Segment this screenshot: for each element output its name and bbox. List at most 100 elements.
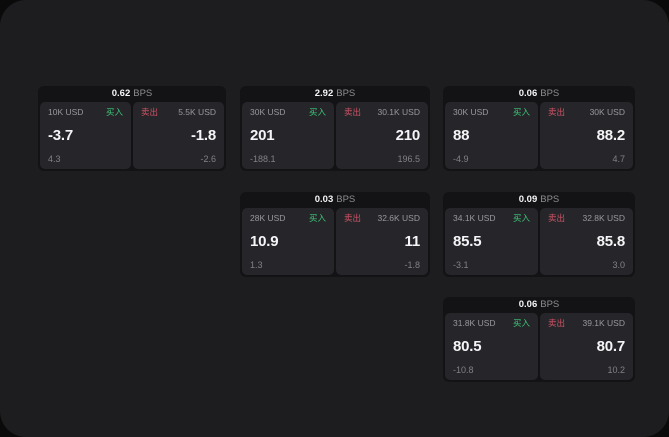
- bps-unit: BPS: [133, 88, 153, 100]
- sell-pane-top: 卖出 32.8K USD: [548, 214, 625, 223]
- quote-card: 0.03 BPS 28K USD 买入 10.9 1.3 卖出 32.6K US…: [240, 192, 430, 277]
- buy-pane[interactable]: 10K USD 买入 -3.7 4.3: [40, 102, 131, 169]
- sell-label: 卖出: [548, 318, 566, 328]
- buy-label: 买入: [512, 318, 530, 328]
- sell-amount: 5.5K USD: [178, 107, 216, 117]
- sell-delta: 196.5: [397, 154, 420, 164]
- sell-amount: 30.1K USD: [377, 107, 420, 117]
- sell-label: 卖出: [548, 213, 566, 223]
- buy-label: 买入: [512, 213, 530, 223]
- quote-body: 30K USD 买入 201 -188.1 卖出 30.1K USD 210 1…: [240, 102, 430, 171]
- buy-label: 买入: [512, 107, 530, 117]
- quote-body: 30K USD 买入 88 -4.9 卖出 30K USD 88.2 4.7: [443, 102, 635, 171]
- sell-pane[interactable]: 卖出 32.6K USD 11 -1.8: [336, 208, 428, 275]
- bps-value: 0.09: [518, 194, 538, 206]
- buy-pane-top: 30K USD 买入: [453, 108, 530, 117]
- buy-amount: 30K USD: [250, 107, 286, 117]
- buy-delta: -3.1: [453, 260, 469, 270]
- buy-amount: 30K USD: [453, 107, 489, 117]
- sell-amount: 32.6K USD: [377, 213, 420, 223]
- bps-header: 0.03 BPS: [240, 192, 430, 208]
- sell-pane[interactable]: 卖出 5.5K USD -1.8 -2.6: [133, 102, 224, 169]
- bps-unit: BPS: [540, 88, 560, 100]
- sell-price: 210: [395, 127, 421, 145]
- buy-pane-top: 10K USD 买入: [48, 108, 123, 117]
- sell-amount: 30K USD: [589, 107, 625, 117]
- sell-amount: 32.8K USD: [582, 213, 625, 223]
- bps-header: 0.09 BPS: [443, 192, 635, 208]
- buy-price: 85.5: [453, 233, 482, 251]
- quote-body: 31.8K USD 买入 80.5 -10.8 卖出 39.1K USD 80.…: [443, 313, 635, 382]
- sell-delta: -1.8: [404, 260, 420, 270]
- bps-unit: BPS: [336, 88, 356, 100]
- quote-body: 34.1K USD 买入 85.5 -3.1 卖出 32.8K USD 85.8…: [443, 208, 635, 277]
- sell-pane[interactable]: 卖出 30K USD 88.2 4.7: [540, 102, 633, 169]
- buy-amount: 10K USD: [48, 107, 84, 117]
- sell-price: 88.2: [596, 127, 626, 145]
- sell-delta: 4.7: [612, 154, 625, 164]
- quote-card: 0.62 BPS 10K USD 买入 -3.7 4.3 卖出 5.5K USD: [38, 86, 226, 171]
- sell-label: 卖出: [141, 107, 159, 117]
- bps-value: 0.62: [111, 88, 131, 100]
- bps-value: 0.06: [518, 88, 538, 100]
- sell-pane-top: 卖出 30.1K USD: [344, 108, 420, 117]
- sell-amount: 39.1K USD: [582, 318, 625, 328]
- buy-pane-top: 34.1K USD 买入: [453, 214, 530, 223]
- bps-header: 0.62 BPS: [38, 86, 226, 102]
- buy-amount: 28K USD: [250, 213, 286, 223]
- buy-pane-top: 30K USD 买入: [250, 108, 326, 117]
- sell-label: 卖出: [344, 107, 362, 117]
- buy-label: 买入: [105, 107, 123, 117]
- quote-body: 10K USD 买入 -3.7 4.3 卖出 5.5K USD -1.8 -2.…: [38, 102, 226, 171]
- sell-price: 85.8: [596, 233, 626, 251]
- buy-price: 10.9: [250, 233, 279, 251]
- sell-pane[interactable]: 卖出 32.8K USD 85.8 3.0: [540, 208, 633, 275]
- buy-delta: 1.3: [250, 260, 263, 270]
- bps-header: 0.06 BPS: [443, 86, 635, 102]
- bps-value: 0.06: [518, 299, 538, 311]
- sell-pane[interactable]: 卖出 30.1K USD 210 196.5: [336, 102, 428, 169]
- buy-delta: -4.9: [453, 154, 469, 164]
- buy-price: 201: [250, 127, 275, 145]
- bps-unit: BPS: [540, 194, 560, 206]
- sell-pane[interactable]: 卖出 39.1K USD 80.7 10.2: [540, 313, 633, 380]
- buy-price: -3.7: [48, 127, 74, 145]
- bps-header: 2.92 BPS: [240, 86, 430, 102]
- bps-header: 0.06 BPS: [443, 297, 635, 313]
- quote-card: 0.09 BPS 34.1K USD 买入 85.5 -3.1 卖出 32.8K…: [443, 192, 635, 277]
- buy-label: 买入: [308, 107, 326, 117]
- buy-pane[interactable]: 28K USD 买入 10.9 1.3: [242, 208, 334, 275]
- sell-pane-top: 卖出 30K USD: [548, 108, 625, 117]
- bps-value: 0.03: [314, 194, 334, 206]
- buy-delta: -10.8: [453, 365, 474, 375]
- buy-pane-top: 28K USD 买入: [250, 214, 326, 223]
- buy-price: 88: [453, 127, 470, 145]
- sell-label: 卖出: [548, 107, 566, 117]
- buy-pane[interactable]: 31.8K USD 买入 80.5 -10.8: [445, 313, 538, 380]
- sell-pane-top: 卖出 5.5K USD: [141, 108, 216, 117]
- sell-pane-top: 卖出 32.6K USD: [344, 214, 420, 223]
- buy-price: 80.5: [453, 338, 482, 356]
- sell-delta: -2.6: [200, 154, 216, 164]
- buy-pane[interactable]: 34.1K USD 买入 85.5 -3.1: [445, 208, 538, 275]
- buy-label: 买入: [308, 213, 326, 223]
- sell-pane-top: 卖出 39.1K USD: [548, 319, 625, 328]
- sell-price: -1.8: [190, 127, 216, 145]
- quote-card: 0.06 BPS 31.8K USD 买入 80.5 -10.8 卖出 39.1…: [443, 297, 635, 382]
- buy-pane-top: 31.8K USD 买入: [453, 319, 530, 328]
- buy-pane[interactable]: 30K USD 买入 88 -4.9: [445, 102, 538, 169]
- buy-amount: 34.1K USD: [453, 213, 496, 223]
- bps-unit: BPS: [336, 194, 356, 206]
- sell-delta: 3.0: [612, 260, 625, 270]
- quote-body: 28K USD 买入 10.9 1.3 卖出 32.6K USD 11 -1.8: [240, 208, 430, 277]
- buy-pane[interactable]: 30K USD 买入 201 -188.1: [242, 102, 334, 169]
- buy-amount: 31.8K USD: [453, 318, 496, 328]
- buy-delta: 4.3: [48, 154, 61, 164]
- sell-price: 80.7: [596, 338, 626, 356]
- bps-unit: BPS: [540, 299, 560, 311]
- sell-delta: 10.2: [607, 365, 625, 375]
- bps-value: 2.92: [314, 88, 334, 100]
- buy-delta: -188.1: [250, 154, 276, 164]
